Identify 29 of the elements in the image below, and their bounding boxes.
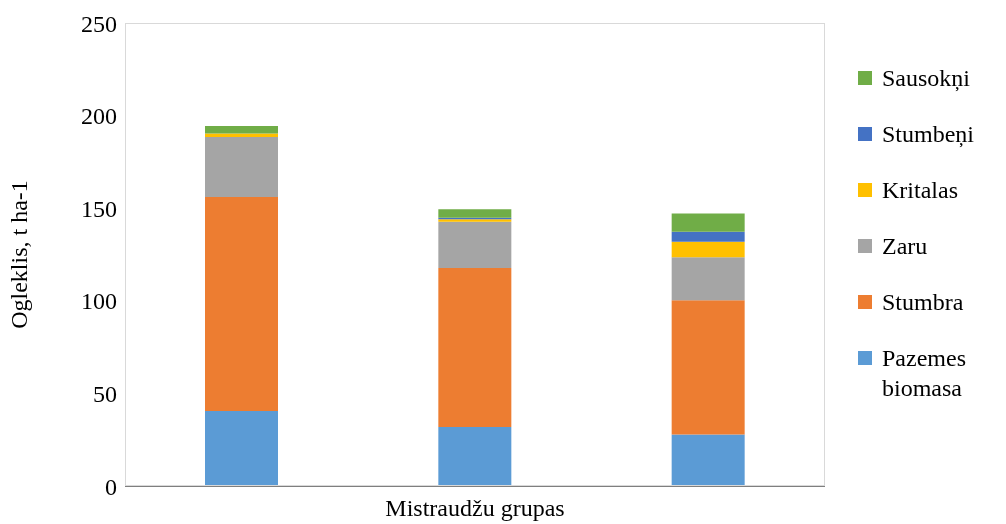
bar: [438, 221, 512, 269]
bar: [671, 434, 745, 486]
bar: [671, 213, 745, 232]
bar: [671, 257, 745, 301]
bar: [438, 268, 512, 427]
x-axis-title: Mistraudžu grupas: [385, 495, 565, 521]
bar: [671, 300, 745, 435]
bar: [671, 231, 745, 242]
y-axis-title: Ogleklis, t ha-1: [5, 180, 32, 329]
y-tick-label: 150: [81, 195, 117, 222]
y-tick-label: 250: [81, 10, 117, 37]
legend-label: Kritalas: [882, 176, 958, 205]
legend-label: Stumbeņi: [882, 120, 975, 149]
bar: [438, 209, 512, 218]
y-tick-label: 200: [81, 103, 117, 130]
y-tick-label: 100: [81, 288, 117, 315]
legend-label: Zaru: [882, 232, 928, 261]
bar: [438, 426, 512, 486]
bar: [205, 137, 278, 198]
y-tick-label: 50: [93, 380, 117, 407]
bar: [205, 197, 278, 411]
legend-label: Stumbra: [882, 288, 964, 317]
y-tick-label: 0: [105, 473, 117, 500]
legend-label: Pazemes biomasa: [882, 344, 967, 403]
bar: [205, 133, 278, 138]
bar: [205, 410, 278, 486]
legend-label: Sausokņi: [882, 64, 971, 93]
bar: [671, 241, 745, 258]
bar: [205, 125, 278, 134]
